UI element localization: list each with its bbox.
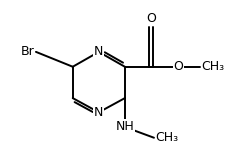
Text: N: N bbox=[94, 45, 103, 58]
Text: CH₃: CH₃ bbox=[200, 60, 223, 73]
Text: O: O bbox=[145, 12, 155, 25]
Text: N: N bbox=[94, 106, 103, 119]
Text: O: O bbox=[173, 60, 183, 73]
Text: CH₃: CH₃ bbox=[154, 131, 177, 144]
Text: NH: NH bbox=[115, 120, 134, 133]
Text: Br: Br bbox=[21, 45, 35, 58]
